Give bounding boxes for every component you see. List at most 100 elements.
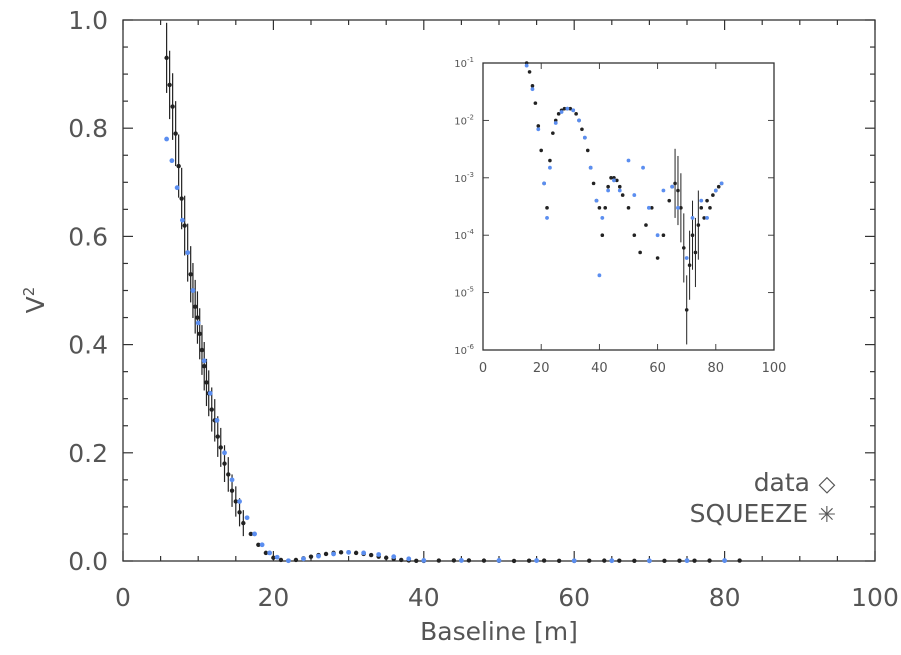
squeeze-point	[274, 554, 280, 560]
data-point	[293, 557, 299, 563]
inset-data-point	[708, 206, 712, 210]
data-point	[170, 104, 175, 109]
main-marks-group	[164, 22, 742, 564]
data-point	[237, 510, 242, 515]
inset-data-point	[597, 206, 602, 210]
inset-squeeze-point	[617, 188, 622, 193]
squeeze-point	[174, 185, 180, 191]
inset-y-tick-base: 10	[454, 59, 467, 70]
squeeze-point	[201, 358, 207, 364]
inset-squeeze-point	[626, 158, 631, 163]
inset-y-tick-base: 10	[454, 346, 467, 357]
inset-y-tick-base: 10	[454, 289, 467, 300]
inset-squeeze-point	[588, 165, 593, 170]
data-point	[353, 550, 359, 556]
squeeze-point	[259, 542, 265, 548]
x-tick-label: 0	[115, 583, 131, 612]
inset-data-point	[600, 233, 605, 237]
inset-x-tick-label: 20	[533, 361, 550, 376]
squeeze-point	[421, 558, 427, 563]
inset-y-tick-exponent: -5	[467, 286, 474, 294]
squeeze-point	[647, 558, 652, 564]
data-point	[271, 555, 276, 560]
inset-squeeze-point	[545, 216, 549, 220]
inset-squeeze-point	[524, 63, 529, 68]
data-point	[541, 558, 547, 563]
squeeze-point	[459, 558, 464, 563]
data-point	[222, 461, 227, 466]
data-point	[602, 558, 607, 563]
inset-data-point	[644, 223, 648, 227]
inset-data-point	[673, 181, 677, 186]
data-point	[414, 558, 419, 563]
inset-data-point	[612, 176, 616, 180]
data-point	[176, 163, 181, 169]
inset-squeeze-point	[542, 181, 547, 186]
squeeze-point	[164, 136, 170, 142]
squeeze-point	[376, 552, 382, 557]
y-axis-title-base: V	[21, 296, 50, 313]
x-tick-label: 40	[408, 583, 440, 612]
x-tick-label: 20	[257, 583, 289, 612]
squeeze-point	[252, 531, 257, 537]
squeeze-point	[169, 158, 175, 164]
inset-squeeze-point	[600, 216, 605, 220]
squeeze-point	[609, 558, 615, 564]
y-tick-label: 0.2	[68, 439, 108, 468]
data-point	[192, 304, 198, 309]
data-point	[241, 520, 246, 526]
data-point	[229, 488, 235, 493]
data-point	[278, 557, 284, 563]
squeeze-point	[195, 320, 201, 326]
data-point	[677, 558, 682, 563]
legend-label-squeeze: SQUEEZE	[690, 499, 808, 528]
inset-data-point	[536, 124, 541, 128]
data-point	[368, 552, 374, 558]
inset-data-point	[591, 181, 596, 186]
data-point	[451, 558, 457, 563]
inset-y-tick-exponent: -6	[467, 343, 475, 351]
y-tick-label: 1.0	[68, 6, 108, 35]
data-point	[662, 558, 667, 564]
data-point	[202, 364, 207, 369]
inset-squeeze-point	[705, 216, 709, 220]
inset-y-tick-label: 10-4	[454, 228, 474, 242]
data-point	[215, 434, 220, 439]
inset-data-point	[716, 184, 721, 189]
data-point	[707, 558, 712, 563]
data-point	[199, 347, 205, 353]
squeeze-point	[229, 477, 235, 483]
inset-data-point	[696, 223, 701, 227]
inset-squeeze-point	[612, 178, 616, 183]
data-point	[338, 550, 344, 555]
data-point	[526, 558, 532, 563]
y-axis-title-exponent: 2	[20, 287, 38, 297]
data-point	[692, 558, 697, 563]
data-point	[466, 558, 472, 563]
inset-y-tick-label: 10-2	[454, 113, 474, 127]
inset-data-point	[609, 176, 613, 180]
data-point	[218, 445, 223, 450]
y-axis-title: V2	[20, 287, 50, 314]
inset-x-tick-label: 40	[591, 361, 608, 376]
legend-label-data: data	[754, 468, 810, 497]
x-axis-title: Baseline [m]	[420, 617, 578, 646]
inset-x-tick-label: 80	[708, 361, 725, 376]
squeeze-point	[391, 554, 397, 560]
data-point	[182, 223, 187, 228]
inset-data-point	[655, 256, 660, 260]
inset-squeeze-point	[655, 233, 660, 238]
inset-data-point	[553, 118, 558, 123]
inset-y-tick-label: 10-1	[454, 56, 474, 70]
inset-data-point	[649, 206, 654, 210]
inset-y-tick-exponent: -2	[467, 113, 474, 121]
data-point	[308, 554, 314, 559]
inset-data-point	[615, 178, 619, 183]
x-tick-label: 100	[851, 583, 899, 612]
data-point	[263, 550, 269, 556]
inset-squeeze-point	[577, 118, 581, 123]
legend: data ◇ SQUEEZE ✳	[690, 468, 837, 528]
data-point	[587, 558, 592, 563]
inset-data-point	[705, 198, 709, 203]
